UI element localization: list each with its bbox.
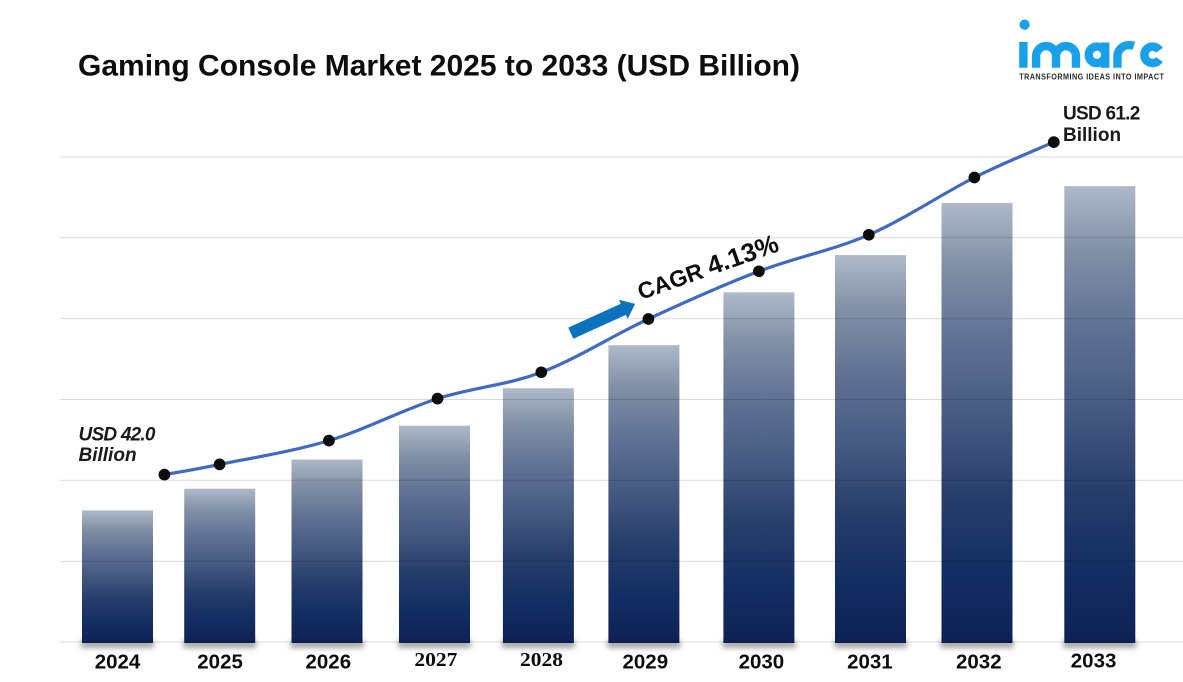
svg-text:2033: 2033 bbox=[1071, 650, 1117, 673]
svg-text:2025: 2025 bbox=[197, 651, 243, 674]
svg-text:2028: 2028 bbox=[520, 649, 563, 671]
svg-text:2027: 2027 bbox=[414, 649, 457, 671]
svg-text:2030: 2030 bbox=[739, 651, 785, 674]
svg-text:2031: 2031 bbox=[847, 651, 893, 674]
svg-text:USD 61.2: USD 61.2 bbox=[1063, 104, 1140, 125]
svg-text:Gaming Console Market 2025 to: Gaming Console Market 2025 to 2033 (USD … bbox=[78, 50, 800, 83]
svg-text:Billion: Billion bbox=[79, 445, 137, 466]
svg-text:USD 42.0: USD 42.0 bbox=[79, 424, 156, 445]
svg-text:2032: 2032 bbox=[956, 651, 1002, 674]
svg-text:TRANSFORMING IDEAS INTO IMPACT: TRANSFORMING IDEAS INTO IMPACT bbox=[1019, 71, 1164, 81]
svg-text:Billion: Billion bbox=[1063, 125, 1121, 146]
svg-text:2029: 2029 bbox=[622, 651, 668, 674]
svg-text:2026: 2026 bbox=[305, 651, 351, 674]
svg-text:2024: 2024 bbox=[95, 651, 141, 674]
